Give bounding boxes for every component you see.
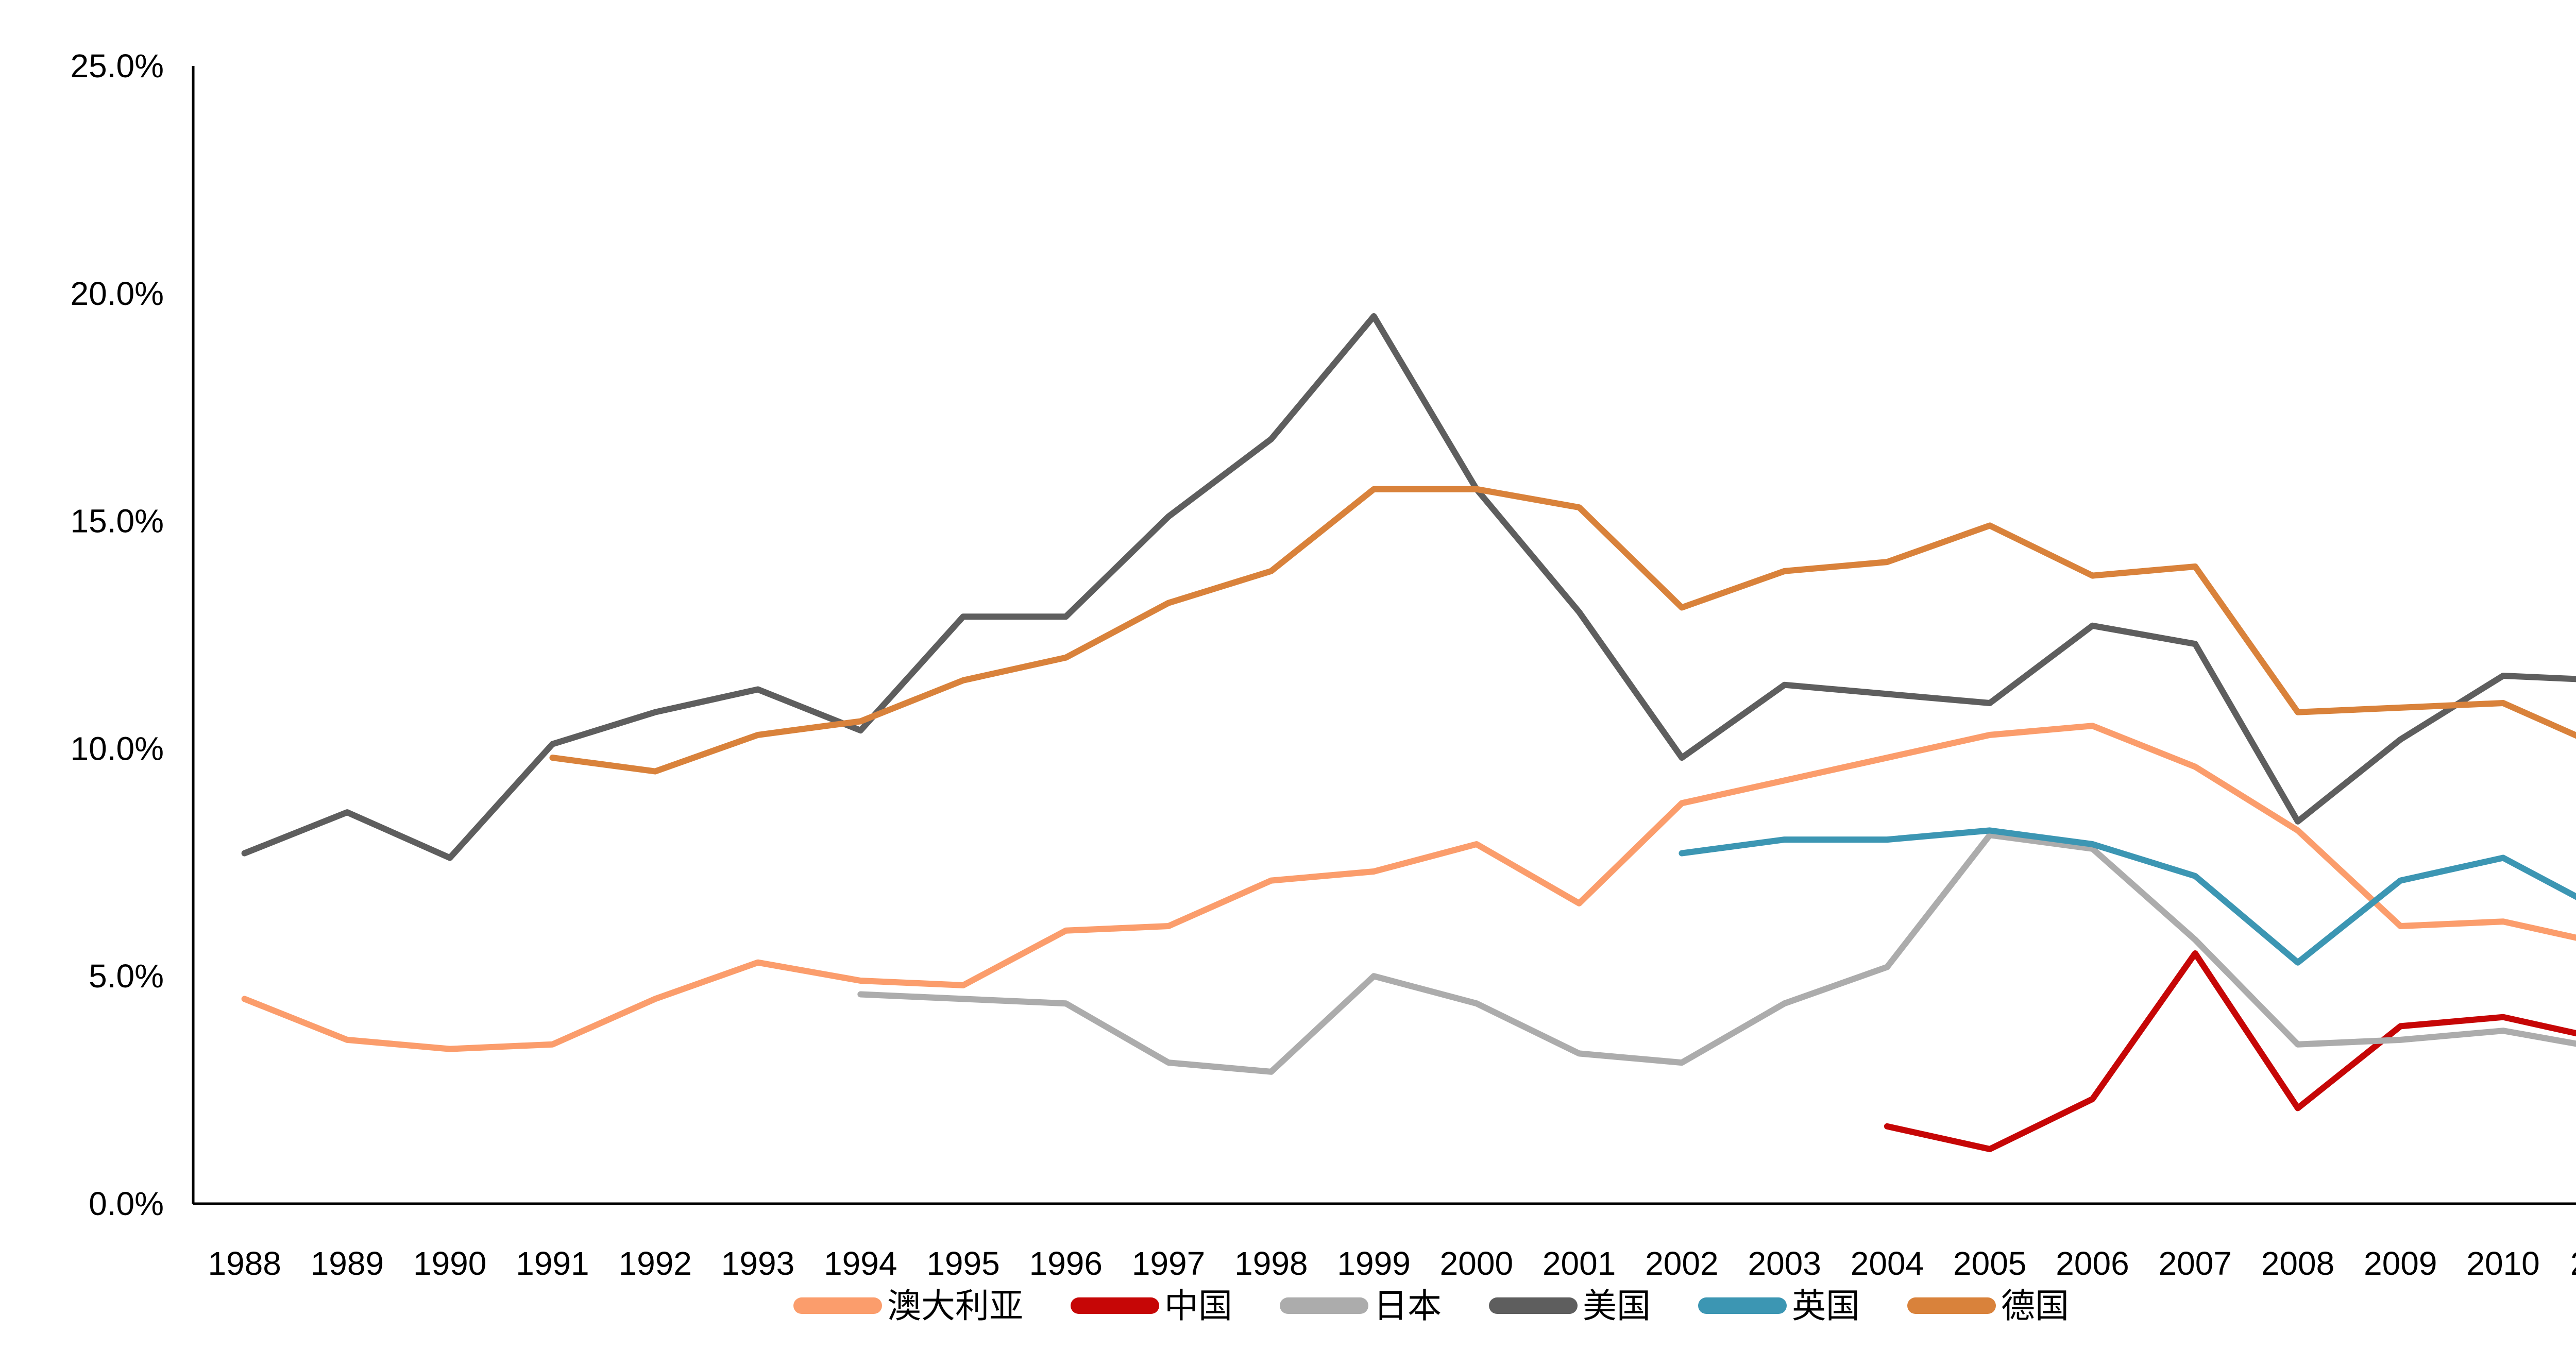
x-axis-tick-label: 1992 [619,1245,692,1282]
x-axis-tick-label: 1997 [1132,1245,1205,1282]
legend-label-uk: 英国 [1792,1287,1860,1325]
x-axis-tick-label: 2001 [1543,1245,1616,1282]
legend-item-germany[interactable]: 德国 [1907,1289,2069,1323]
legend-label-australia: 澳大利亚 [887,1287,1023,1325]
legend-label-china: 中国 [1164,1287,1232,1325]
legend-item-japan[interactable]: 日本 [1280,1289,1442,1323]
series-line-japan [857,832,2576,1075]
legend-swatch-australia [793,1297,882,1314]
x-axis-tick-label: 2008 [2261,1245,2334,1282]
y-axis-tick-label: 25.0% [71,47,164,84]
legend-item-uk[interactable]: 英国 [1698,1289,1860,1323]
x-axis-tick-label: 2009 [2364,1245,2437,1282]
legend-item-china[interactable]: 中国 [1071,1289,1232,1323]
y-axis-tick-label: 15.0% [71,503,164,540]
series-line-china [1884,950,2576,1152]
legend-swatch-uk [1698,1297,1787,1314]
legend-item-australia[interactable]: 澳大利亚 [793,1289,1023,1323]
x-axis-tick-label: 1996 [1029,1245,1103,1282]
series-line-usa [241,313,2576,861]
x-axis-tick-label: 1995 [926,1245,999,1282]
legend-label-germany: 德国 [2001,1287,2069,1325]
legend-swatch-china [1071,1297,1159,1314]
x-axis-tick-label: 2010 [2466,1245,2539,1282]
x-axis-tick-label: 2011 [2570,1245,2576,1282]
x-axis-tick-label: 2003 [1748,1245,1821,1282]
legend-label-japan: 日本 [1374,1287,1442,1325]
x-axis-tick-label: 1999 [1337,1245,1410,1282]
legend-swatch-usa [1489,1297,1578,1314]
x-axis-tick-label: 2007 [2159,1245,2232,1282]
y-axis-tick-label: 0.0% [89,1185,164,1222]
x-axis-tick-label: 1991 [516,1245,589,1282]
y-axis-tick-label: 5.0% [89,957,164,995]
x-axis-tick-label: 2000 [1440,1245,1513,1282]
legend-swatch-germany [1907,1297,1996,1314]
x-axis-tick-label: 1989 [311,1245,384,1282]
series-line-australia [241,723,2576,1052]
series-line-uk [1679,827,2576,966]
x-axis-tick-label: 2005 [1953,1245,2026,1282]
x-axis-tick-label: 2004 [1851,1245,1924,1282]
x-axis-tick-label: 2002 [1645,1245,1718,1282]
x-axis-tick-label: 1990 [413,1245,486,1282]
y-axis-tick-label: 10.0% [71,730,164,767]
y-axis-tick-label: 20.0% [71,275,164,312]
series-line-germany [549,486,2576,775]
x-axis-tick-label: 1993 [721,1245,794,1282]
x-axis-tick-label: 1988 [208,1245,281,1282]
chart-legend: 澳大利亚 中国 日本 美国 英国 德国 [0,1289,2576,1323]
legend-swatch-japan [1280,1297,1368,1314]
x-axis-tick-label: 1994 [824,1245,897,1282]
legend-item-usa[interactable]: 美国 [1489,1289,1651,1323]
legend-label-usa: 美国 [1583,1287,1651,1325]
x-axis-tick-label: 1998 [1234,1245,1308,1282]
x-axis-tick-label: 2006 [2056,1245,2129,1282]
